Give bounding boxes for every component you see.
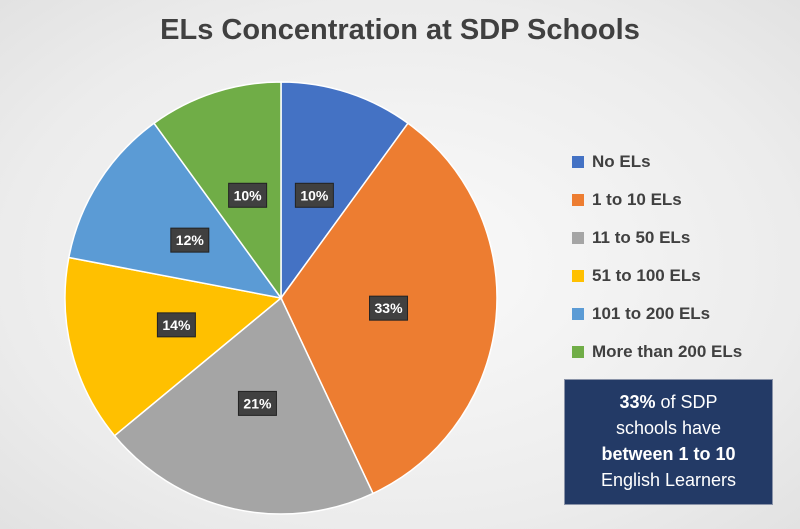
legend-item: 11 to 50 ELs (572, 219, 742, 257)
data-label-box (170, 227, 210, 253)
data-label-text: 33% (375, 300, 404, 316)
legend-item: No ELs (572, 143, 742, 181)
legend-swatch (572, 346, 584, 358)
legend-label: 11 to 50 ELs (592, 228, 691, 247)
data-label: 14% (156, 312, 196, 338)
legend-label: 1 to 10 ELs (592, 190, 682, 209)
pie-slice (280, 81, 410, 301)
data-label-text: 10% (234, 187, 263, 203)
legend: No ELs 1 to 10 ELs 11 to 50 ELs 51 to 100 E… (572, 143, 742, 371)
data-label-box (237, 390, 277, 416)
pie-slice (64, 256, 283, 437)
legend-swatch (572, 156, 584, 168)
legend-label: 101 to 200 ELs (592, 304, 711, 323)
data-label-box (156, 312, 196, 338)
data-label-box (369, 295, 409, 321)
callout-box: 33% of SDP schools have between 1 to 10 … (564, 379, 773, 505)
data-label-text: 21% (243, 395, 272, 411)
legend-item: 51 to 100 ELs (572, 257, 742, 295)
data-label: 12% (170, 227, 210, 253)
legend-item: 1 to 10 ELs (572, 181, 742, 219)
data-label: 10% (294, 182, 334, 208)
legend-swatch (572, 194, 584, 206)
data-label-text: 14% (162, 317, 191, 333)
data-label-box (228, 182, 268, 208)
legend-label: More than 200 ELs (592, 342, 743, 361)
legend-item: More than 200 ELs (572, 333, 742, 371)
data-label-text: 10% (300, 187, 329, 203)
legend-swatch (572, 270, 584, 282)
callout-text: schools have (615, 418, 722, 438)
legend-item: 101 to 200 ELs (572, 295, 742, 333)
pie-slice (67, 122, 283, 300)
callout-text: English Learners (600, 470, 737, 490)
callout-text: of SDP (655, 392, 718, 412)
callout-text: between 1 to 10 (601, 444, 736, 464)
legend-swatch (572, 308, 584, 320)
data-label: 33% (369, 295, 409, 321)
data-label: 21% (237, 390, 277, 416)
pie-slice (152, 81, 282, 301)
chart-title: ELs Concentration at SDP Schools (160, 14, 640, 46)
data-label-box (294, 182, 334, 208)
legend-label: 51 to 100 ELs (592, 266, 701, 285)
data-label: 10% (228, 182, 268, 208)
callout-pct: 33% (619, 392, 656, 412)
legend-swatch (572, 232, 584, 244)
data-label-text: 12% (176, 232, 205, 248)
legend-label: No ELs (592, 152, 651, 171)
